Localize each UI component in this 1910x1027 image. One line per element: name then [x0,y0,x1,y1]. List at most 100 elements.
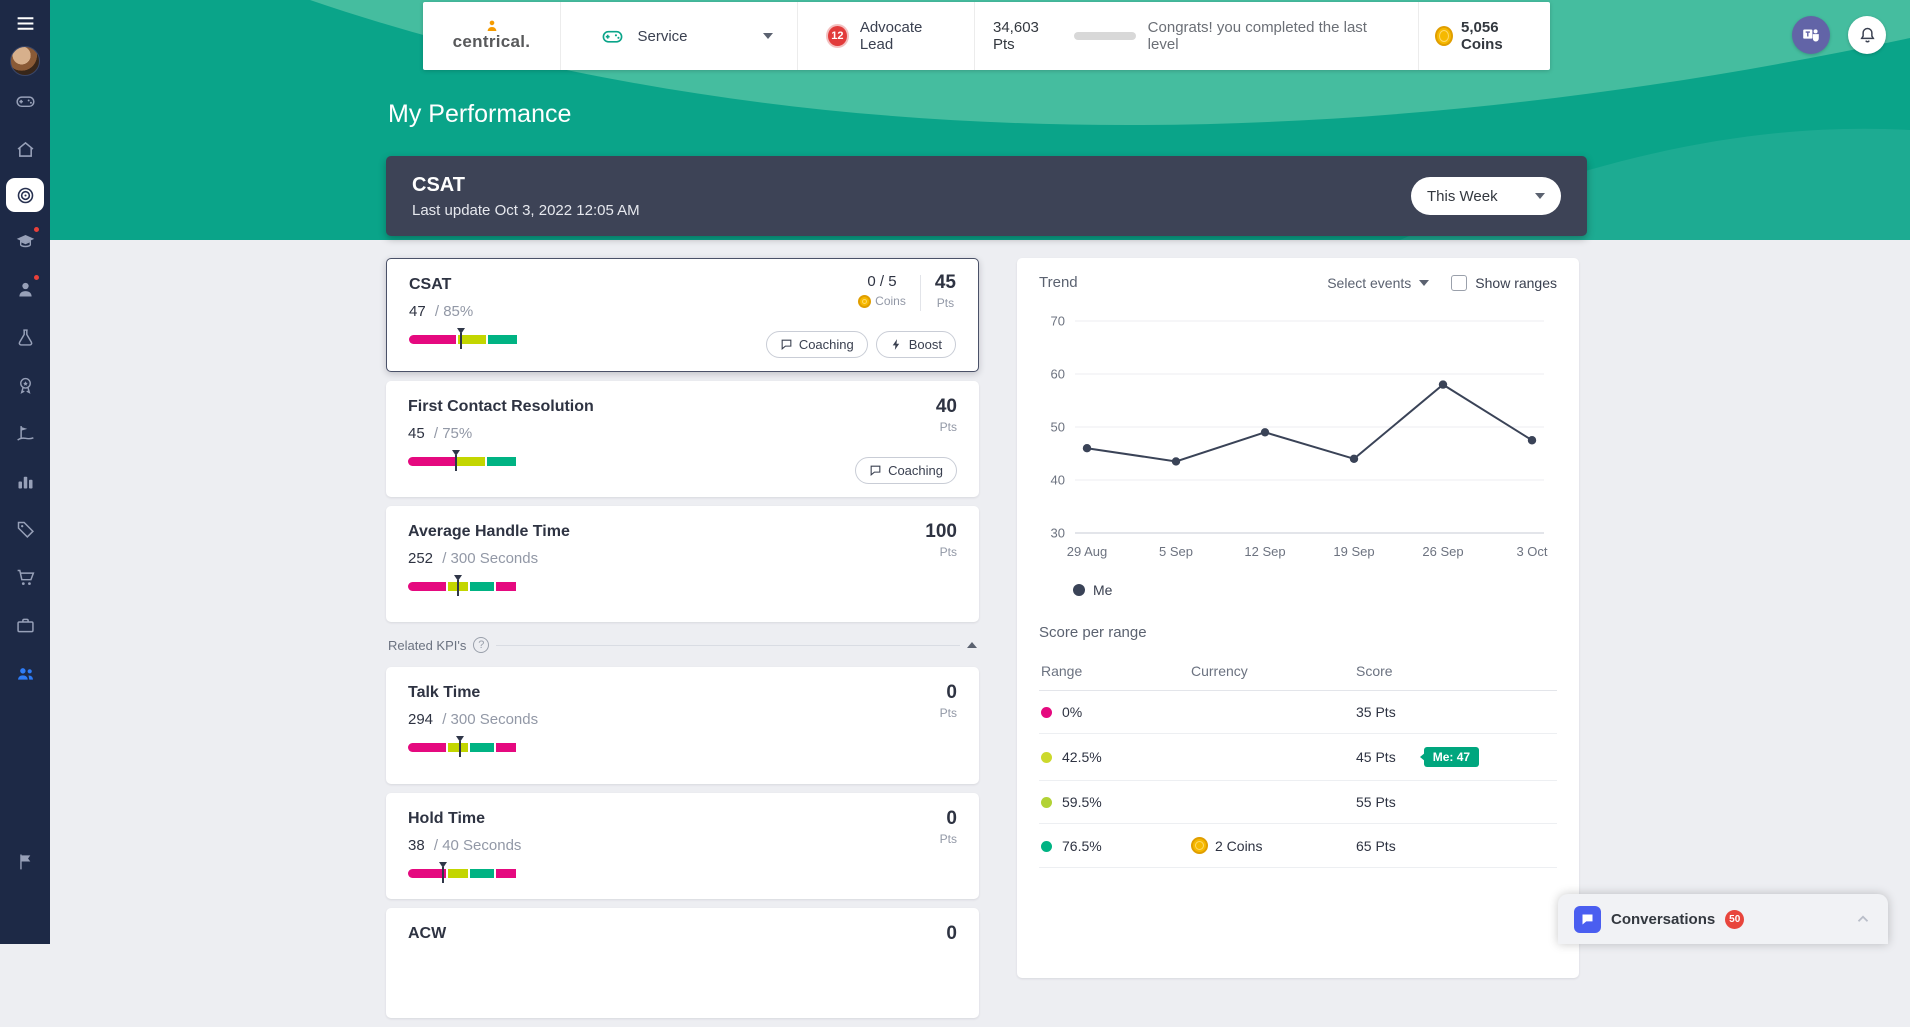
advocate-label: Advocate Lead [860,19,954,53]
coin-icon [858,295,871,308]
score-range-table: Range Currency Score 0% 35 Pts 42.5% 45 … [1039,659,1557,868]
kpi-card-hold-time[interactable]: Hold Time 38 / 40 Seconds 0 Pts [386,793,979,899]
kpi-list: CSAT 47 / 85% 0 / 5 Coins 45 Pts Coac [386,258,979,1027]
notification-dot [32,273,41,282]
show-ranges-toggle[interactable]: Show ranges [1451,275,1557,291]
range-dot [1041,841,1052,852]
kpi-card-talk-time[interactable]: Talk Time 294 / 300 Seconds 0 Pts [386,667,979,784]
kpi-title: ACW [408,925,957,943]
kpi-points-cell: 45 Pts [935,273,956,310]
sidebar-item-lab flask-icon[interactable] [6,318,44,356]
kpi-points: 100 [925,522,957,541]
svg-text:40: 40 [1051,473,1065,488]
sidebar-item-games gamepad-icon[interactable] [6,82,44,120]
show-ranges-checkbox[interactable] [1451,275,1467,291]
kpi-card-acw[interactable]: ACW 0 [386,908,979,1018]
notification-dot [32,225,41,234]
conversations-label: Conversations [1611,911,1715,928]
period-select[interactable]: This Week [1411,177,1561,215]
divider [920,275,921,311]
period-value: This Week [1427,188,1498,205]
kpi-banner: CSAT Last update Oct 3, 2022 12:05 AM Th… [386,156,1587,236]
teams-icon [1800,24,1822,46]
kpi-points: 40 [936,397,957,416]
congrats-text: Congrats! you completed the last level [1148,19,1400,53]
kpi-card-average-handle-time[interactable]: Average Handle Time 252 / 300 Seconds 10… [386,506,979,622]
sidebar-item-learning graduation-cap-icon[interactable] [6,222,44,260]
conversations-widget[interactable]: Conversations 50 [1558,894,1888,944]
coins-status: 5,056 Coins [1419,2,1550,70]
kpi-coins-label: Coins [875,294,906,308]
table-row: 0% 35 Pts [1039,691,1557,734]
sidebar-item-performance target-icon[interactable] [6,178,44,212]
svg-text:5 Sep: 5 Sep [1159,544,1193,559]
kpi-progress-bar [409,335,517,344]
sidebar-item-achievements rosette-icon[interactable] [6,366,44,404]
svg-text:12 Sep: 12 Sep [1244,544,1285,559]
table-row: 76.5% 2 Coins 65 Pts [1039,824,1557,868]
chat-icon [1574,906,1601,933]
boost-button[interactable]: Boost [876,331,956,358]
svg-text:60: 60 [1051,367,1065,382]
notifications-button[interactable] [1848,16,1886,54]
kpi-points: 0 [940,683,957,702]
sidebar-item-portfolio briefcase-icon[interactable] [6,606,44,644]
coins-value: 5,056 Coins [1461,19,1534,53]
user-avatar[interactable] [6,42,44,80]
svg-text:26 Sep: 26 Sep [1422,544,1463,559]
teams-app-button[interactable] [1792,16,1830,54]
coaching-button[interactable]: Coaching [766,331,868,358]
chevron-up-icon[interactable] [1854,910,1872,928]
legend-me-dot [1073,584,1085,596]
unread-count-badge: 50 [1725,910,1744,929]
trend-title: Trend [1039,274,1078,291]
kpi-coins-cell: 0 / 5 Coins [858,273,906,308]
kpi-points: 0 [946,924,957,943]
svg-text:19 Sep: 19 Sep [1333,544,1374,559]
coin-icon [1435,26,1453,46]
sidebar-item-course golf-flag-icon[interactable] [6,414,44,452]
kpi-title: Hold Time [408,810,957,828]
coaching-button[interactable]: Coaching [855,457,957,484]
boost-lightning-icon [890,338,903,351]
service-dropdown[interactable]: Service [561,2,798,70]
hamburger-menu-icon[interactable] [6,4,44,42]
brand-logo[interactable]: centrical. [423,2,561,70]
chart-legend: Me [1073,582,1557,598]
kpi-progress-bar [408,582,516,591]
kpi-card-csat[interactable]: CSAT 47 / 85% 0 / 5 Coins 45 Pts Coac [386,258,979,372]
coaching-icon [869,464,882,477]
sidebar-item-reports bar-chart-icon[interactable] [6,462,44,500]
advocate-level[interactable]: 12 Advocate Lead [798,2,975,70]
sidebar-item-store cart-icon[interactable] [6,558,44,596]
help-icon[interactable]: ? [473,637,489,653]
select-events-dropdown[interactable]: Select events [1327,275,1429,291]
kpi-progress-bar [408,457,516,466]
kpi-progress-bar [408,743,516,752]
kpi-coins-value: 0 / 5 [858,273,906,290]
sidebar-item-customer person-icon[interactable] [6,270,44,308]
kpi-progress-bar [408,869,516,878]
chevron-down-icon [763,33,773,39]
sidebar-item-teams people-icon[interactable] [6,654,44,692]
banner-last-update: Last update Oct 3, 2022 12:05 AM [412,202,640,219]
sidebar-item-feedback flag-icon[interactable] [6,842,44,880]
kpi-points: 0 [940,809,957,828]
top-bar: centrical. Service 12 Advocate Lead 34,6… [423,2,1550,70]
kpi-target: / 85% [435,303,473,320]
divider-line [496,645,960,646]
kpi-points: 45 [935,273,956,292]
page-title: My Performance [388,100,571,129]
sidebar-item-rewards tag-icon[interactable] [6,510,44,548]
collapse-chevron-icon[interactable] [967,642,977,648]
table-row: 42.5% 45 Pts Me: 47 [1039,734,1557,781]
sidebar-item-home home-icon[interactable] [6,130,44,168]
related-kpis-label: Related KPI's [388,638,466,653]
kpi-value: 47 [409,303,426,320]
kpi-card-first-contact-resolution[interactable]: First Contact Resolution 45 / 75% 40 Pts… [386,381,979,497]
service-label: Service [637,28,687,45]
range-dot [1041,797,1052,808]
related-kpis-divider: Related KPI's ? [388,637,977,653]
